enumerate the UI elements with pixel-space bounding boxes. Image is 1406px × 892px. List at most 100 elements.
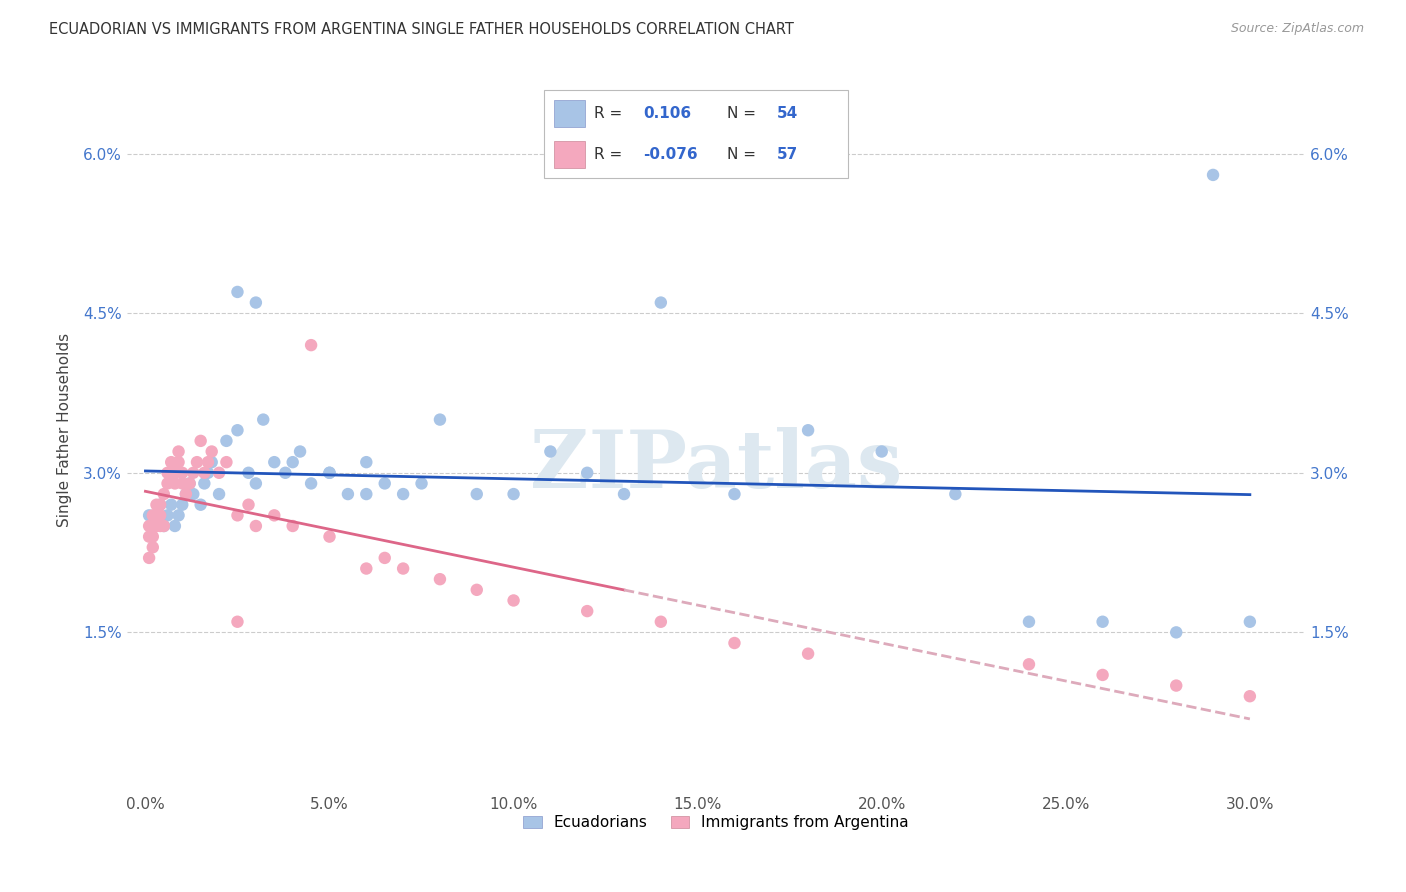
Point: [245, 295, 267, 310]
Point: [226, 285, 249, 299]
Point: [238, 466, 260, 480]
Point: [613, 487, 636, 501]
Text: N =: N =: [727, 106, 761, 120]
Text: ECUADORIAN VS IMMIGRANTS FROM ARGENTINA SINGLE FATHER HOUSEHOLDS CORRELATION CHA: ECUADORIAN VS IMMIGRANTS FROM ARGENTINA …: [49, 22, 794, 37]
Legend: Ecuadorians, Immigrants from Argentina: Ecuadorians, Immigrants from Argentina: [519, 811, 914, 835]
Point: [650, 615, 672, 629]
Point: [201, 444, 224, 458]
Point: [179, 476, 201, 491]
Point: [138, 519, 160, 533]
Point: [576, 604, 599, 618]
Point: [142, 519, 165, 533]
Point: [465, 487, 488, 501]
Point: [245, 519, 267, 533]
Point: [215, 434, 238, 448]
Text: ZIPatlas: ZIPatlas: [530, 427, 903, 506]
Point: [336, 487, 359, 501]
Point: [281, 519, 304, 533]
Point: [797, 423, 820, 437]
Point: [1018, 657, 1040, 672]
Point: [226, 508, 249, 523]
Bar: [554, 100, 585, 127]
Point: [167, 444, 190, 458]
Point: [179, 476, 201, 491]
Text: R =: R =: [593, 147, 627, 161]
Y-axis label: Single Father Households: Single Father Households: [58, 334, 72, 527]
Point: [392, 487, 415, 501]
Point: [163, 466, 186, 480]
Point: [215, 455, 238, 469]
Point: [226, 615, 249, 629]
Point: [1091, 668, 1114, 682]
Point: [576, 466, 599, 480]
Point: [392, 561, 415, 575]
Text: Source: ZipAtlas.com: Source: ZipAtlas.com: [1230, 22, 1364, 36]
Point: [226, 423, 249, 437]
Point: [723, 636, 745, 650]
Point: [274, 466, 297, 480]
Point: [1166, 679, 1188, 693]
Point: [142, 508, 165, 523]
Point: [193, 466, 215, 480]
Point: [245, 476, 267, 491]
Point: [149, 508, 172, 523]
Point: [149, 498, 172, 512]
Point: [153, 487, 176, 501]
Point: [1091, 615, 1114, 629]
Point: [1202, 168, 1225, 182]
Point: [167, 455, 190, 469]
Point: [1018, 615, 1040, 629]
Point: [299, 476, 322, 491]
Point: [1239, 615, 1261, 629]
Point: [142, 519, 165, 533]
Point: [174, 487, 197, 501]
Point: [288, 444, 311, 458]
Point: [149, 519, 172, 533]
Point: [1239, 690, 1261, 704]
Point: [138, 530, 160, 544]
Point: [145, 519, 167, 533]
Point: [208, 487, 231, 501]
Text: N =: N =: [727, 147, 761, 161]
Point: [870, 444, 893, 458]
Point: [538, 444, 561, 458]
Point: [153, 519, 176, 533]
Point: [429, 572, 451, 586]
Point: [263, 508, 285, 523]
Point: [153, 519, 176, 533]
Point: [356, 455, 378, 469]
Text: 0.106: 0.106: [644, 106, 692, 120]
Point: [281, 455, 304, 469]
Point: [1166, 625, 1188, 640]
Point: [181, 466, 204, 480]
FancyBboxPatch shape: [544, 90, 848, 178]
Point: [181, 487, 204, 501]
Point: [156, 476, 179, 491]
Point: [160, 466, 183, 480]
Point: [160, 455, 183, 469]
Bar: [554, 141, 585, 168]
Point: [502, 487, 524, 501]
Point: [238, 498, 260, 512]
Point: [356, 561, 378, 575]
Point: [208, 466, 231, 480]
Point: [186, 455, 208, 469]
Point: [163, 519, 186, 533]
Point: [201, 455, 224, 469]
Point: [167, 508, 190, 523]
Point: [190, 434, 212, 448]
Point: [156, 466, 179, 480]
Text: -0.076: -0.076: [644, 147, 697, 161]
Point: [142, 530, 165, 544]
Point: [145, 498, 167, 512]
Point: [193, 476, 215, 491]
Point: [172, 498, 194, 512]
Point: [943, 487, 966, 501]
Point: [502, 593, 524, 607]
Point: [145, 508, 167, 523]
Text: 57: 57: [776, 147, 797, 161]
Point: [252, 412, 274, 426]
Point: [163, 476, 186, 491]
Point: [138, 550, 160, 565]
Point: [160, 498, 183, 512]
